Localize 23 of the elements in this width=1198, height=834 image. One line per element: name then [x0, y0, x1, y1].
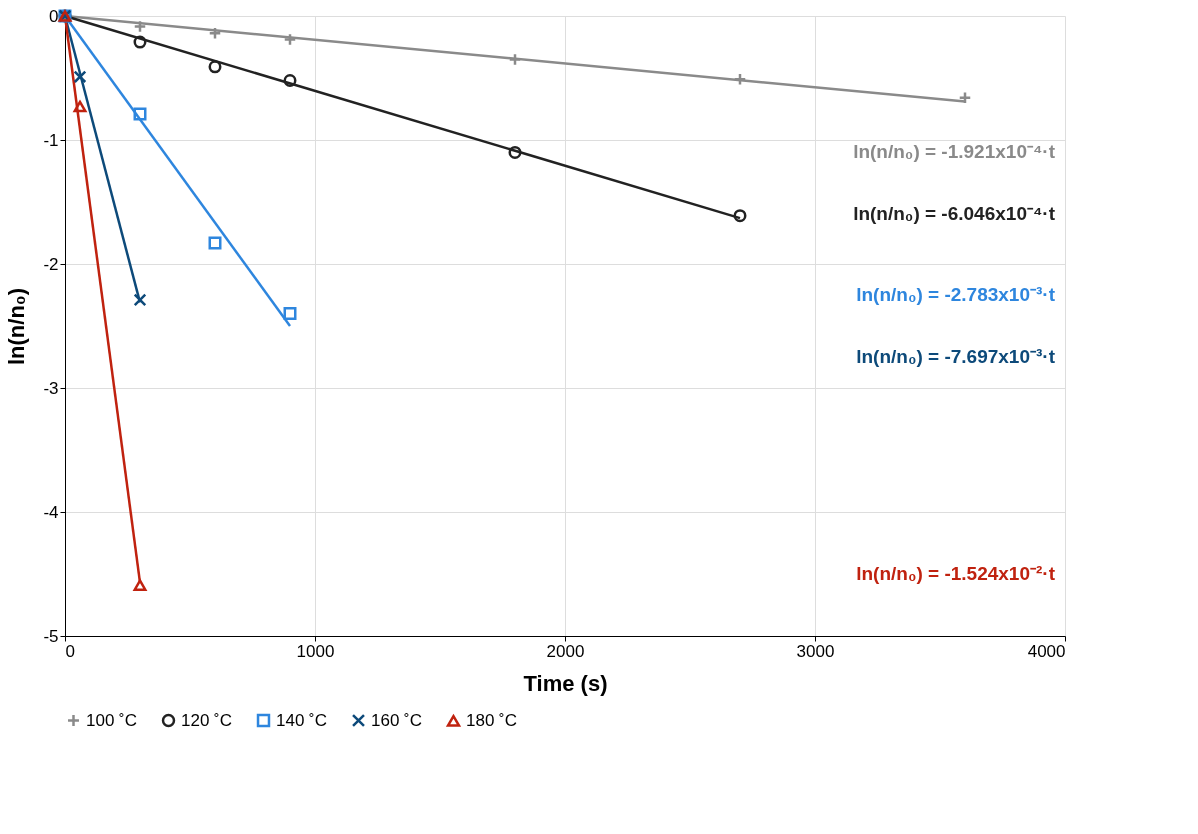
x-tick-label: 4000	[1027, 641, 1066, 661]
annotation: ln(n/n₀) = -6.046x10⁻⁴·t	[853, 203, 1056, 225]
y-tick-label: -2	[43, 254, 59, 274]
annotation: ln(n/n₀) = -1.524x10⁻²·t	[856, 563, 1056, 584]
legend-label: 120 ˚C	[181, 710, 233, 730]
y-tick-label: -5	[43, 626, 59, 646]
legend-label: 140 ˚C	[276, 710, 328, 730]
y-tick-label: -3	[43, 378, 59, 398]
x-tick-label: 0	[65, 641, 75, 661]
x-tick-label: 2000	[546, 641, 585, 661]
y-tick-label: -4	[43, 502, 59, 522]
x-tick-label: 1000	[296, 641, 335, 661]
x-axis-title: Time (s)	[523, 670, 608, 696]
y-tick-label: -1	[43, 130, 59, 150]
legend-label: 180 ˚C	[466, 710, 518, 730]
legend-label: 100 ˚C	[86, 710, 138, 730]
x-tick-label: 3000	[796, 641, 835, 661]
annotation: ln(n/n₀) = -7.697x10⁻³·t	[856, 346, 1056, 367]
legend-label: 160 ˚C	[371, 710, 423, 730]
y-axis-title: ln(n/n₀)	[4, 287, 30, 366]
annotation: ln(n/n₀) = -2.783x10⁻³·t	[856, 284, 1056, 305]
y-tick-label: 0	[49, 6, 59, 26]
annotation: ln(n/n₀) = -1.921x10⁻⁴·t	[853, 141, 1056, 163]
